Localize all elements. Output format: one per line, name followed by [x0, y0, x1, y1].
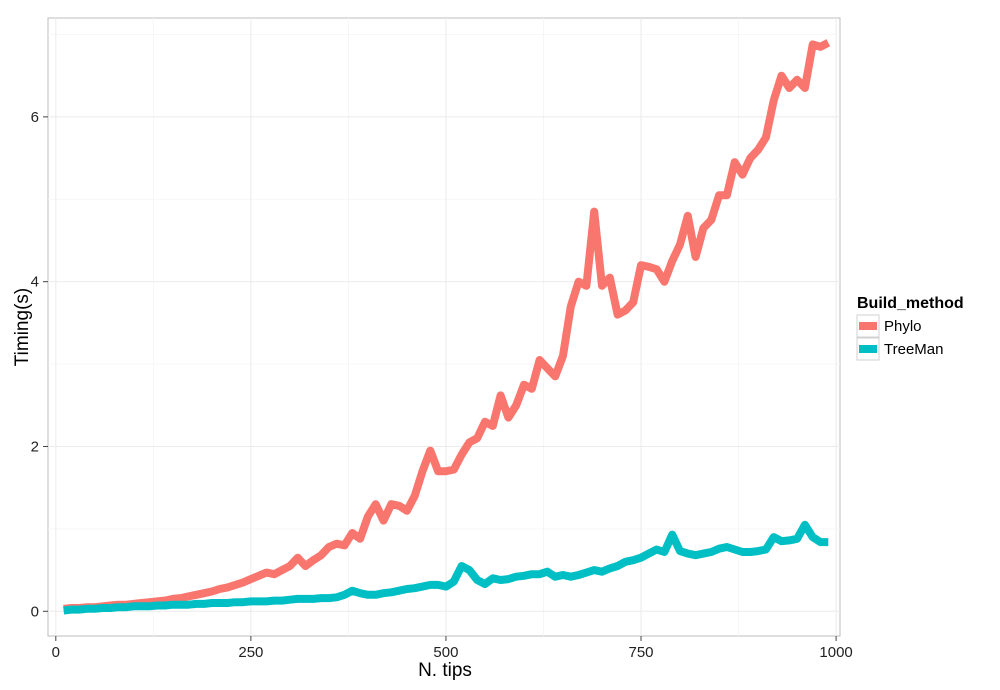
x-tick-label: 1000 — [819, 644, 852, 661]
legend-label-phylo: Phylo — [884, 318, 922, 335]
legend-title: Build_method — [857, 295, 964, 312]
y-axis-title: Timing(s) — [12, 288, 33, 366]
y-tick-label: 4 — [31, 274, 39, 291]
legend-item-treeman: TreeMan — [856, 337, 943, 361]
series-line-treeman — [63, 520, 829, 615]
series-line-phylo — [63, 39, 831, 613]
legend-item-phylo: Phylo — [856, 314, 922, 338]
x-tick-label: 750 — [629, 644, 654, 661]
x-tick-label: 250 — [238, 644, 263, 661]
y-tick-label: 2 — [31, 438, 39, 455]
x-tick-label: 0 — [52, 644, 60, 661]
series-layer — [63, 39, 831, 615]
y-tick-label: 6 — [31, 109, 39, 126]
plot-panel — [47, 17, 841, 637]
axes: 0 250 500 750 1000 0 2 4 6 — [31, 109, 853, 661]
y-tick-label: 0 — [31, 603, 39, 620]
x-axis-title: N. tips — [418, 660, 472, 681]
x-tick-label: 500 — [433, 644, 458, 661]
legend-label-treeman: TreeMan — [884, 341, 943, 358]
legend: Build_method Phylo TreeMan — [856, 295, 964, 361]
grid-lines — [48, 18, 840, 636]
